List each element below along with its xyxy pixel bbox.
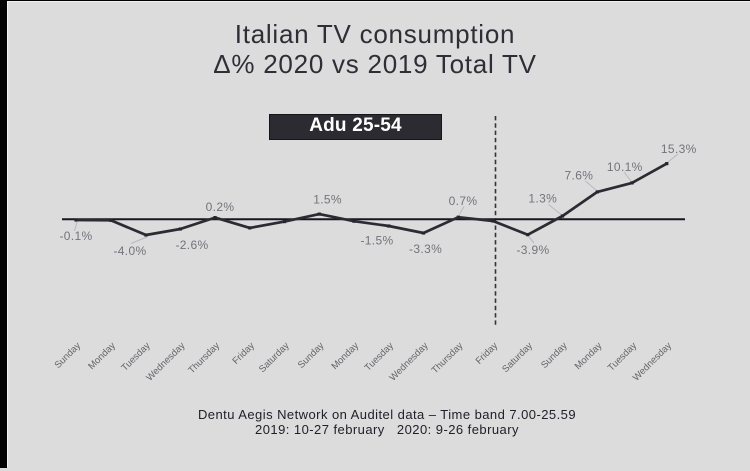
svg-text:Tuesday: Tuesday xyxy=(363,340,396,373)
svg-text:Tuesday: Tuesday xyxy=(119,340,152,373)
svg-text:1.5%: 1.5% xyxy=(313,193,342,207)
svg-text:7.6%: 7.6% xyxy=(565,169,594,183)
svg-text:Sunday: Sunday xyxy=(539,340,570,371)
svg-text:Tuesday: Tuesday xyxy=(606,340,639,373)
svg-text:-3.9%: -3.9% xyxy=(516,243,549,257)
svg-text:Monday: Monday xyxy=(573,340,605,372)
svg-text:-4.0%: -4.0% xyxy=(113,244,146,258)
svg-text:Friday: Friday xyxy=(230,340,257,367)
svg-text:-2.6%: -2.6% xyxy=(175,238,208,252)
svg-text:Friday: Friday xyxy=(474,340,501,367)
svg-text:1.3%: 1.3% xyxy=(528,192,557,206)
svg-text:-3.3%: -3.3% xyxy=(409,242,442,256)
svg-text:Monday: Monday xyxy=(329,340,361,372)
svg-text:Saturday: Saturday xyxy=(500,340,535,375)
svg-text:Sunday: Sunday xyxy=(53,340,84,371)
svg-text:0.7%: 0.7% xyxy=(449,194,478,208)
svg-text:-1.5%: -1.5% xyxy=(360,234,393,248)
svg-text:-0.1%: -0.1% xyxy=(59,229,92,243)
svg-text:Thursday: Thursday xyxy=(186,340,222,376)
svg-text:Monday: Monday xyxy=(86,340,118,372)
svg-text:Saturday: Saturday xyxy=(257,340,292,375)
svg-text:Thursday: Thursday xyxy=(430,340,466,376)
svg-text:10.1%: 10.1% xyxy=(607,160,643,174)
svg-text:Sunday: Sunday xyxy=(296,340,327,371)
svg-text:15.3%: 15.3% xyxy=(661,142,697,156)
svg-text:0.2%: 0.2% xyxy=(206,200,235,214)
